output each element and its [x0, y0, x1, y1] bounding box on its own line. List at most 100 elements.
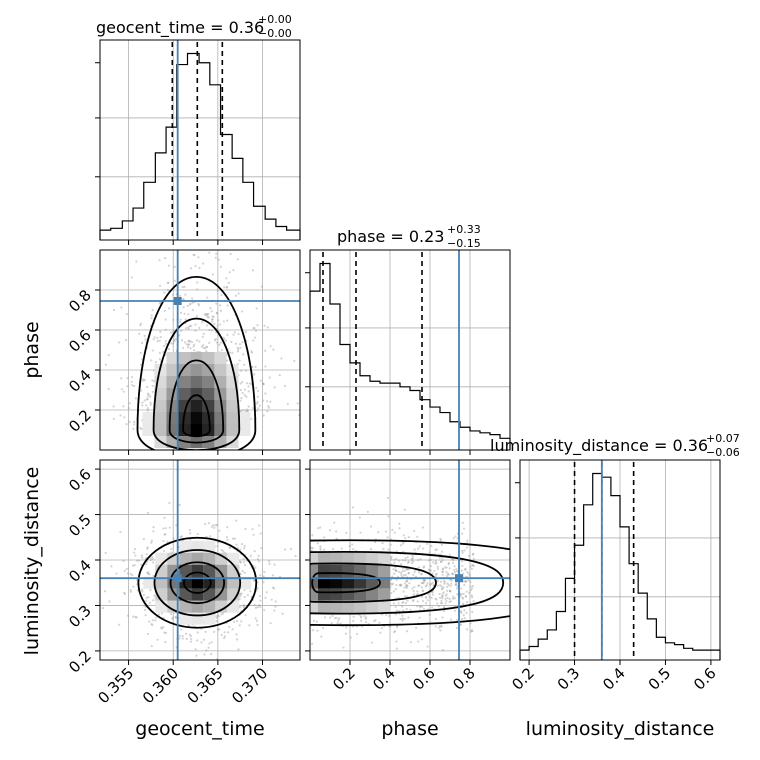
- scatter-point: [410, 557, 414, 561]
- scatter-point: [452, 558, 455, 562]
- scatter-point: [218, 343, 221, 346]
- scatter-point: [188, 633, 191, 636]
- scatter-point: [439, 602, 443, 605]
- scatter-point: [448, 589, 452, 592]
- scatter-point: [189, 267, 192, 270]
- scatter-point: [284, 548, 287, 551]
- scatter-point: [167, 264, 171, 267]
- scatter-point: [450, 558, 454, 561]
- density-cell: [215, 564, 228, 577]
- scatter-point: [246, 409, 249, 413]
- scatter-point: [405, 580, 408, 583]
- scatter-point: [183, 285, 186, 288]
- density-cell: [203, 564, 216, 577]
- scatter-point: [403, 508, 406, 511]
- scatter-point: [210, 318, 214, 321]
- scatter-point: [239, 561, 242, 564]
- scatter-point: [466, 539, 469, 542]
- scatter-point: [381, 542, 384, 545]
- scatter-point: [254, 617, 257, 620]
- scatter-point: [401, 559, 404, 562]
- density-cells: [142, 352, 251, 450]
- scatter-point: [446, 589, 449, 593]
- scatter-point: [256, 557, 260, 561]
- scatter-point: [400, 573, 403, 577]
- scatter-point: [447, 561, 450, 565]
- scatter-point: [240, 592, 243, 595]
- scatter-point: [119, 414, 122, 417]
- scatter-point: [406, 584, 409, 587]
- scatter-point: [317, 527, 320, 530]
- scatter-point: [423, 579, 426, 582]
- scatter-point: [359, 615, 362, 618]
- density-cell: [190, 376, 203, 388]
- scatter-point: [107, 354, 110, 357]
- y-tick-label-luminosity_distance: 0.2: [65, 647, 95, 677]
- scatter-point: [101, 606, 105, 610]
- scatter-point: [215, 312, 218, 315]
- scatter-point: [421, 599, 425, 603]
- scatter-point: [143, 334, 146, 337]
- scatter-point: [402, 534, 405, 537]
- scatter-point: [194, 329, 197, 332]
- scatter-point: [123, 592, 127, 595]
- scatter-point: [392, 602, 396, 605]
- scatter-point: [214, 256, 217, 259]
- scatter-point: [162, 527, 165, 530]
- scatter-point: [398, 570, 401, 574]
- scatter-point: [178, 334, 181, 337]
- scatter-point: [408, 582, 411, 585]
- scatter-point: [439, 580, 443, 583]
- scatter-point: [445, 566, 448, 569]
- scatter-point: [419, 558, 422, 561]
- density-cell: [190, 364, 203, 376]
- scatter-point: [256, 409, 259, 412]
- scatter-point: [424, 585, 428, 588]
- scatter-point: [193, 343, 196, 346]
- scatter-point: [180, 329, 183, 332]
- scatter-point: [435, 548, 438, 551]
- scatter-point: [243, 561, 246, 564]
- scatter-point: [434, 575, 437, 578]
- scatter-point: [254, 606, 258, 609]
- title-luminosity-distance-minus: −0.06: [706, 446, 740, 459]
- scatter-point: [194, 648, 197, 651]
- scatter-point: [122, 390, 125, 393]
- scatter-point: [156, 638, 159, 641]
- scatter-point: [418, 616, 421, 619]
- scatter-point: [422, 607, 426, 611]
- scatter-point: [394, 568, 397, 571]
- scatter-point: [412, 589, 415, 593]
- scatter-point: [439, 596, 442, 599]
- scatter-point: [150, 622, 153, 626]
- scatter-point: [208, 341, 211, 344]
- scatter-point: [257, 604, 261, 607]
- scatter-point: [400, 563, 403, 566]
- scatter-point: [464, 580, 467, 583]
- scatter-point: [393, 572, 396, 575]
- scatter-point: [212, 524, 215, 527]
- scatter-point: [441, 550, 444, 553]
- scatter-point: [392, 568, 395, 571]
- joint-plot-area: [100, 460, 300, 660]
- scatter-point: [225, 285, 229, 289]
- scatter-point: [453, 609, 456, 612]
- density-cell: [215, 552, 228, 565]
- scatter-point: [399, 584, 402, 588]
- scatter-point: [426, 582, 429, 585]
- scatter-point: [187, 327, 190, 330]
- scatter-point: [172, 342, 175, 345]
- scatter-point: [395, 569, 398, 572]
- contour-line: [153, 549, 242, 617]
- scatter-point: [344, 632, 347, 635]
- scatter-point: [470, 630, 473, 633]
- scatter-point: [166, 288, 169, 291]
- scatter-point: [239, 595, 242, 598]
- ylabel-phase: phase: [21, 321, 43, 378]
- scatter-point: [182, 306, 185, 309]
- scatter-point: [394, 605, 397, 609]
- scatter-point: [416, 547, 420, 550]
- scatter-point: [448, 600, 451, 604]
- scatter-point: [220, 548, 223, 552]
- density-cell: [310, 576, 318, 589]
